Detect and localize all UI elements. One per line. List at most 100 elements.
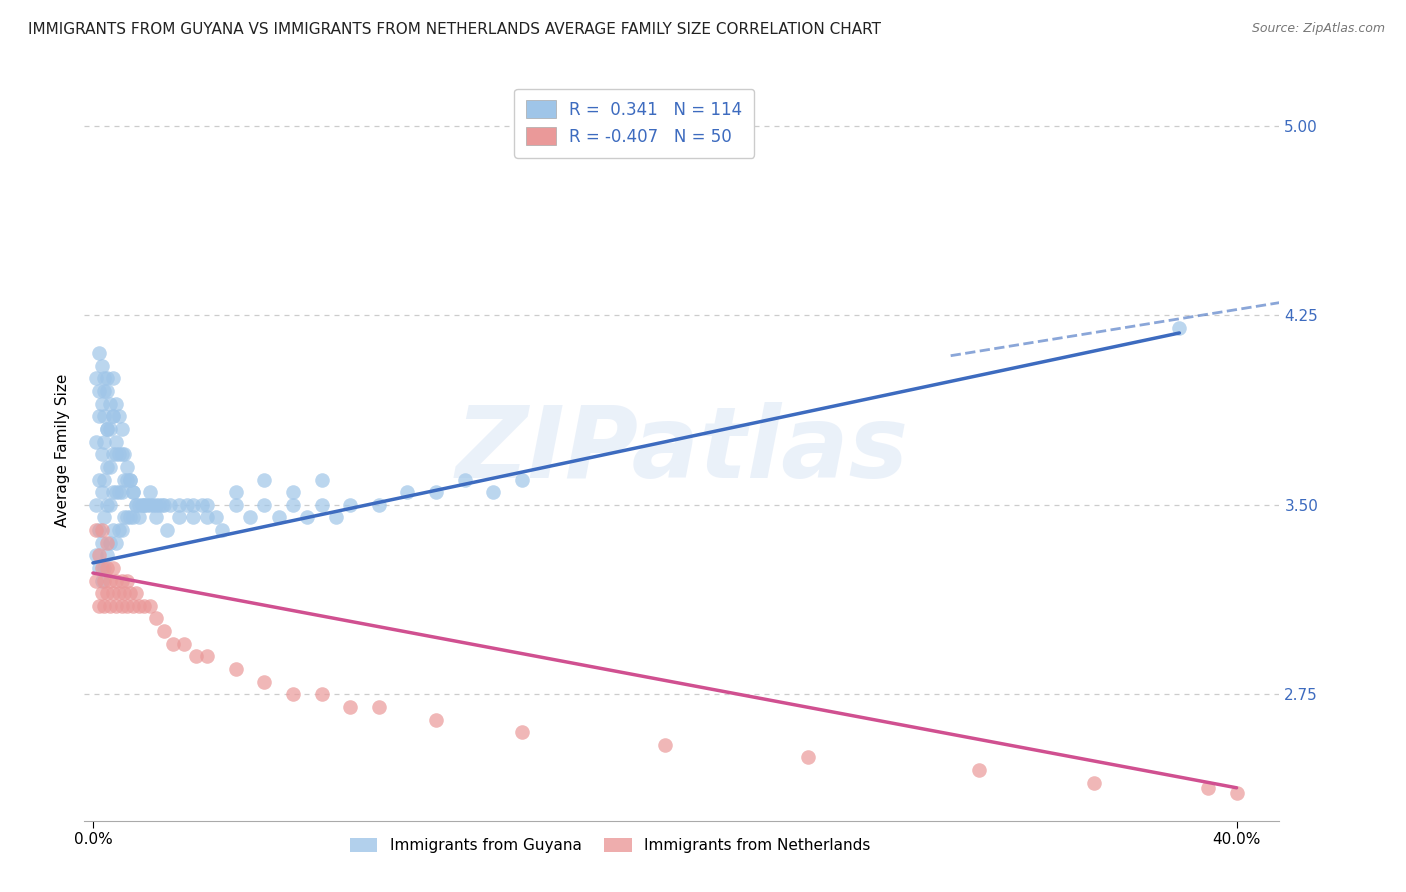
Point [90, 561, 112, 575]
Point [311, 687, 333, 701]
Point [87, 384, 110, 398]
Point [87, 346, 110, 360]
Point [96, 422, 118, 436]
Point [96, 549, 118, 563]
Point [93, 473, 115, 487]
Point [98, 535, 121, 549]
Point [90, 485, 112, 500]
Point [145, 498, 167, 512]
Point [195, 649, 218, 664]
Point [101, 447, 124, 461]
Point [101, 586, 124, 600]
Point [281, 687, 304, 701]
Point [117, 473, 139, 487]
Point [87, 409, 110, 424]
Point [117, 574, 139, 588]
Point [281, 485, 304, 500]
Point [122, 485, 145, 500]
Point [98, 422, 121, 436]
Text: ZIPatlas: ZIPatlas [456, 402, 908, 499]
Point [93, 574, 115, 588]
Point [139, 485, 162, 500]
Point [425, 485, 447, 500]
Point [128, 599, 150, 613]
Point [195, 498, 218, 512]
Point [148, 498, 170, 512]
Point [87, 549, 110, 563]
Point [253, 498, 276, 512]
Point [101, 371, 124, 385]
Point [98, 599, 121, 613]
Point [211, 523, 233, 537]
Point [482, 485, 505, 500]
Point [136, 498, 159, 512]
Point [253, 473, 276, 487]
Point [101, 523, 124, 537]
Point [184, 649, 207, 664]
Point [98, 459, 121, 474]
Point [104, 599, 127, 613]
Point [339, 498, 361, 512]
Point [128, 510, 150, 524]
Point [181, 510, 204, 524]
Text: IMMIGRANTS FROM GUYANA VS IMMIGRANTS FROM NETHERLANDS AVERAGE FAMILY SIZE CORREL: IMMIGRANTS FROM GUYANA VS IMMIGRANTS FRO… [28, 22, 882, 37]
Point [131, 498, 153, 512]
Point [156, 523, 179, 537]
Point [120, 473, 142, 487]
Point [225, 498, 247, 512]
Point [325, 510, 347, 524]
Point [125, 498, 148, 512]
Point [93, 510, 115, 524]
Point [339, 700, 361, 714]
Point [84, 549, 107, 563]
Point [84, 434, 107, 449]
Point [93, 384, 115, 398]
Point [150, 498, 173, 512]
Point [104, 535, 127, 549]
Point [1225, 786, 1247, 800]
Point [125, 498, 148, 512]
Point [796, 750, 818, 764]
Point [87, 473, 110, 487]
Point [181, 498, 204, 512]
Point [84, 574, 107, 588]
Point [93, 371, 115, 385]
Point [1168, 321, 1191, 335]
Point [162, 637, 184, 651]
Point [98, 498, 121, 512]
Point [122, 510, 145, 524]
Point [104, 485, 127, 500]
Point [1083, 776, 1105, 790]
Point [120, 586, 142, 600]
Point [90, 397, 112, 411]
Point [84, 523, 107, 537]
Text: Source: ZipAtlas.com: Source: ZipAtlas.com [1251, 22, 1385, 36]
Point [145, 611, 167, 625]
Legend: Immigrants from Guyana, Immigrants from Netherlands: Immigrants from Guyana, Immigrants from … [342, 830, 879, 861]
Point [112, 447, 135, 461]
Point [225, 485, 247, 500]
Point [98, 574, 121, 588]
Point [112, 510, 135, 524]
Point [101, 409, 124, 424]
Point [110, 574, 132, 588]
Point [190, 498, 212, 512]
Point [153, 498, 176, 512]
Point [139, 498, 162, 512]
Point [117, 459, 139, 474]
Point [122, 485, 145, 500]
Point [107, 485, 129, 500]
Point [425, 713, 447, 727]
Point [117, 599, 139, 613]
Point [107, 447, 129, 461]
Point [110, 447, 132, 461]
Point [112, 473, 135, 487]
Point [84, 371, 107, 385]
Point [145, 510, 167, 524]
Point [110, 599, 132, 613]
Point [176, 498, 198, 512]
Point [107, 523, 129, 537]
Point [90, 523, 112, 537]
Point [281, 498, 304, 512]
Point [167, 498, 190, 512]
